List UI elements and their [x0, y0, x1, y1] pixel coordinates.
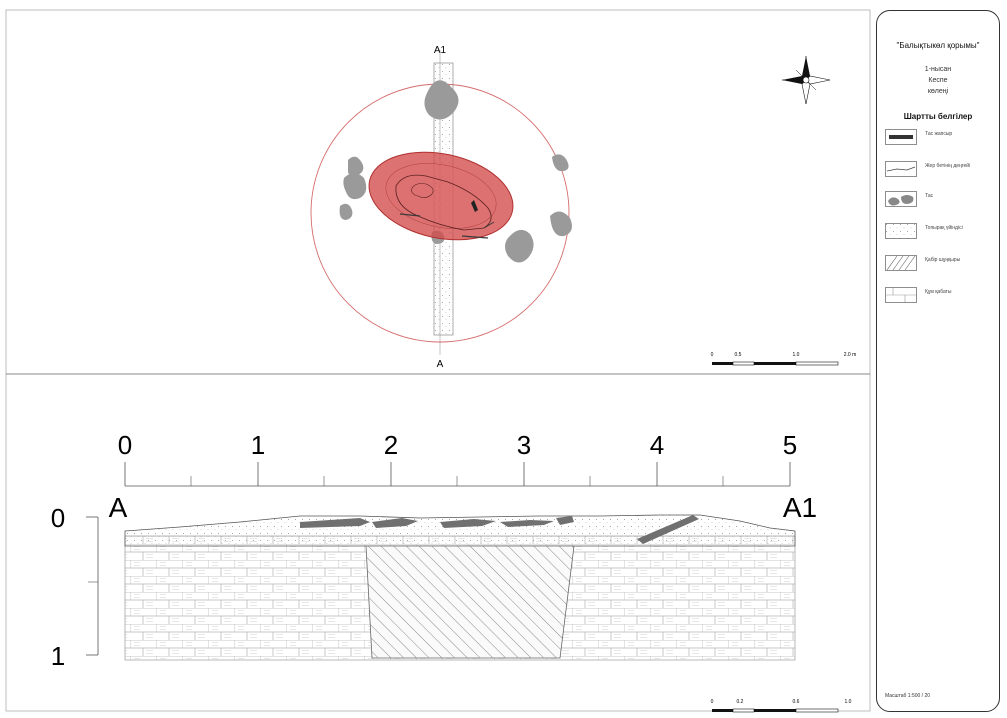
ruler-label: 2	[384, 430, 398, 460]
legend-item-label: Тас	[925, 193, 934, 199]
scalebar-tick-label: 0	[711, 352, 714, 358]
stone	[505, 229, 534, 263]
vertical-depth-ruler: 0 1	[51, 503, 99, 671]
stone	[348, 156, 364, 177]
ruler-label: 1	[251, 430, 265, 460]
stone-slab	[483, 221, 495, 229]
section-stone	[372, 518, 418, 528]
brick-swatch	[885, 287, 917, 303]
dotted-swatch	[885, 223, 917, 239]
legend-item-label: Құм қабаты	[925, 289, 952, 295]
stone	[552, 154, 569, 172]
legend-subtitle-line: Кеспе	[928, 77, 948, 84]
legend-item-label: Қабір шұңқыры	[925, 257, 961, 263]
legend-item-label: Тас жапсыр	[925, 131, 953, 137]
scalebar-tick-label: 0.5	[735, 352, 742, 358]
stone-slab	[461, 235, 489, 239]
ruler-label: 4	[650, 430, 664, 460]
stone-slab	[399, 213, 421, 217]
scalebar-tick-label: 0.6	[793, 699, 800, 705]
plan-scalebar: 0 0.5 1.0 2.0 m	[711, 352, 857, 366]
scalebar-tick-label: 0	[711, 699, 714, 705]
dark-bar-swatch	[885, 129, 917, 145]
section-scalebar: 0 0.2 0.6 1.0	[711, 699, 852, 713]
scalebar-tick-label: 1.0	[793, 352, 800, 358]
ruler-label: 0	[118, 430, 132, 460]
ground-line-swatch	[885, 161, 917, 177]
stone	[424, 80, 459, 120]
legend-footer: Масштаб 1:500 / 20	[885, 693, 931, 699]
legend-panel: "Балықтыкөл қорымы" 1-нысан Кеспе көлеңі…	[876, 10, 1000, 712]
legend-item-pit: Қабір шұңқыры	[885, 255, 995, 277]
legend-item-stone: Тас	[885, 191, 995, 213]
horizontal-ruler: 0 1 2 3 4 5	[118, 430, 797, 487]
stone	[339, 203, 353, 220]
burial-mound-outline	[368, 151, 514, 241]
stone	[343, 173, 367, 200]
legend-title: "Балықтыкөл қорымы"	[896, 41, 980, 50]
section-stone	[500, 520, 554, 527]
grave-contour-inner	[411, 183, 434, 198]
legend-item-label: Топырақ үйіндісі	[925, 225, 963, 231]
find-marker	[471, 200, 478, 212]
plan-view: A1 A 0 0.5 1.0 2.0 m	[310, 45, 857, 370]
section-stone	[637, 515, 699, 544]
scalebar-tick-label: 2.0 m	[844, 352, 857, 358]
north-arrow-icon	[782, 56, 831, 105]
section-label-left: A	[109, 492, 128, 523]
hatch-swatch	[885, 255, 917, 271]
legend-item-label: Жер бетінің деңгейі	[925, 163, 971, 169]
scalebar-tick-label: 0.2	[737, 699, 744, 705]
stones-swatch	[885, 191, 917, 207]
section-stone	[300, 518, 370, 528]
legend-item-slab: Тас жапсыр	[885, 129, 995, 151]
grave-pit-fill	[365, 545, 575, 659]
depth-label: 1	[51, 641, 65, 671]
mound-fill-layer	[124, 514, 796, 547]
legend-item-ground: Жер бетінің деңгейі	[885, 161, 995, 183]
legend-item-sand: Құм қабаты	[885, 287, 995, 309]
legend-subtitle-line: көлеңі	[927, 88, 949, 95]
section-label-right: A1	[783, 492, 817, 523]
plan-label-top: A1	[434, 45, 447, 56]
plan-label-bottom: A	[437, 359, 444, 370]
depth-label: 0	[51, 503, 65, 533]
section-stone	[440, 519, 496, 528]
ruler-label: 5	[783, 430, 797, 460]
legend-subtitle-line: 1-нысан	[924, 66, 952, 73]
scalebar-tick-label: 1.0	[845, 699, 852, 705]
section-view: 0 1 2 3 4 5 0 1 A A1	[51, 430, 852, 713]
legend-heading: Шартты белгілер	[903, 112, 973, 121]
mound-inner-zone	[385, 163, 497, 229]
legend-item-soil: Топырақ үйіндісі	[885, 223, 995, 245]
ruler-label: 3	[517, 430, 531, 460]
stone	[550, 211, 572, 237]
section-stone	[556, 516, 574, 525]
